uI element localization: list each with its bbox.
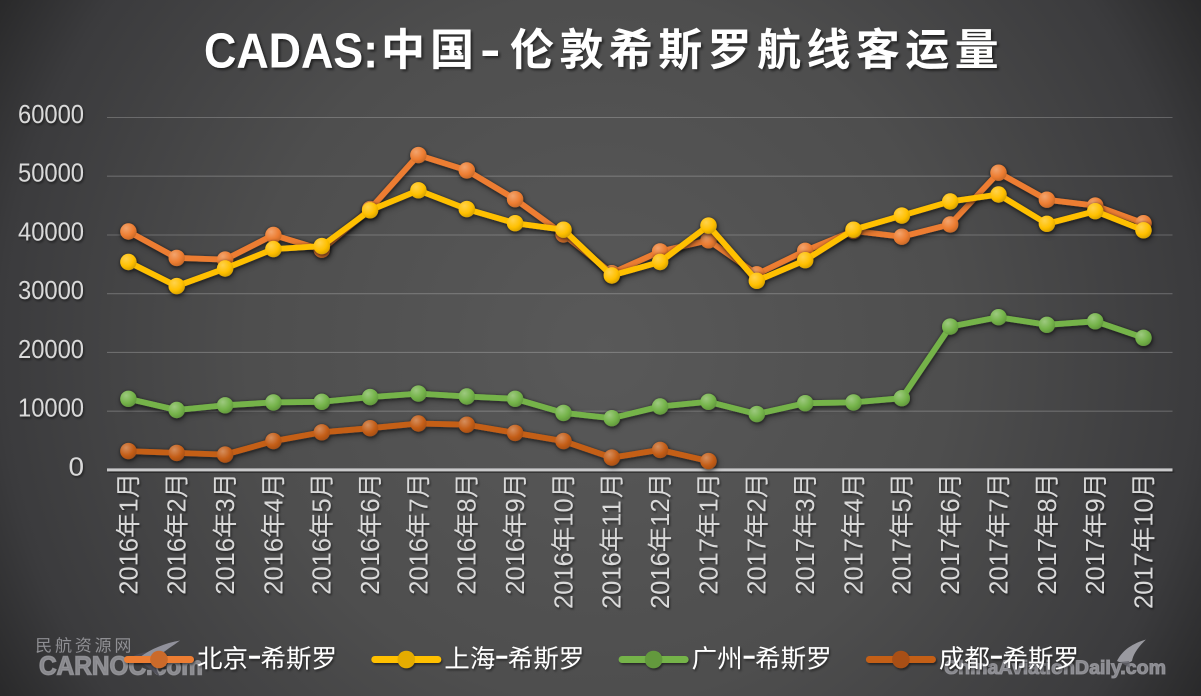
svg-text:2016: 2016 (260, 538, 288, 595)
svg-text:2016: 2016 (405, 538, 433, 595)
svg-text:5: 5 (309, 498, 337, 512)
svg-text:8: 8 (454, 498, 482, 512)
svg-text:CADAS:: CADAS: (204, 25, 378, 79)
svg-text:2: 2 (744, 498, 772, 512)
svg-text:6: 6 (357, 498, 385, 512)
svg-text:5: 5 (889, 498, 917, 512)
svg-text:3: 3 (792, 498, 820, 512)
svg-text:2017: 2017 (1082, 538, 1110, 595)
svg-text:10000: 10000 (18, 395, 84, 423)
svg-text:2016: 2016 (502, 538, 530, 595)
svg-text:2017: 2017 (985, 538, 1013, 595)
svg-text:2016: 2016 (550, 552, 578, 609)
svg-text:7: 7 (405, 498, 433, 512)
svg-text:7: 7 (985, 498, 1013, 512)
svg-text:2016: 2016 (357, 538, 385, 595)
svg-text:2017: 2017 (744, 538, 772, 595)
svg-text:2017: 2017 (937, 538, 965, 595)
svg-text:2016: 2016 (309, 538, 337, 595)
svg-text:60000: 60000 (18, 101, 84, 129)
svg-text:40000: 40000 (18, 218, 84, 246)
svg-text:10: 10 (1130, 498, 1158, 526)
svg-text:30000: 30000 (18, 277, 84, 305)
svg-text:4: 4 (840, 498, 868, 512)
svg-text:2017: 2017 (840, 538, 868, 595)
svg-text:50000: 50000 (18, 160, 84, 188)
svg-text:2017: 2017 (792, 538, 820, 595)
svg-text:20000: 20000 (18, 336, 84, 364)
svg-text:2016: 2016 (647, 552, 675, 609)
svg-text:8: 8 (1034, 498, 1062, 512)
svg-text:2016: 2016 (599, 552, 627, 609)
svg-text:2017: 2017 (1034, 538, 1062, 595)
svg-text:10: 10 (550, 498, 578, 526)
svg-text:2016: 2016 (212, 538, 240, 595)
svg-text:2016: 2016 (454, 538, 482, 595)
svg-text:9: 9 (1082, 498, 1110, 512)
svg-text:CARNOC.com: CARNOC.com (39, 651, 203, 681)
svg-text:9: 9 (502, 498, 530, 512)
svg-text:2016: 2016 (115, 538, 143, 595)
svg-text:0: 0 (69, 453, 85, 481)
svg-text:1: 1 (695, 498, 723, 512)
svg-text:1: 1 (115, 498, 143, 512)
svg-text:12: 12 (647, 498, 675, 526)
svg-text:2017: 2017 (1130, 552, 1158, 609)
svg-text:11: 11 (599, 500, 627, 526)
svg-text:3: 3 (212, 498, 240, 512)
svg-text:ChinaAviationDaily.com: ChinaAviationDaily.com (944, 657, 1166, 679)
svg-text:2017: 2017 (695, 538, 723, 595)
svg-text:2: 2 (164, 498, 192, 512)
svg-text:2016: 2016 (164, 538, 192, 595)
svg-text:6: 6 (937, 498, 965, 512)
svg-text:2017: 2017 (889, 538, 917, 595)
svg-text:4: 4 (260, 498, 288, 512)
